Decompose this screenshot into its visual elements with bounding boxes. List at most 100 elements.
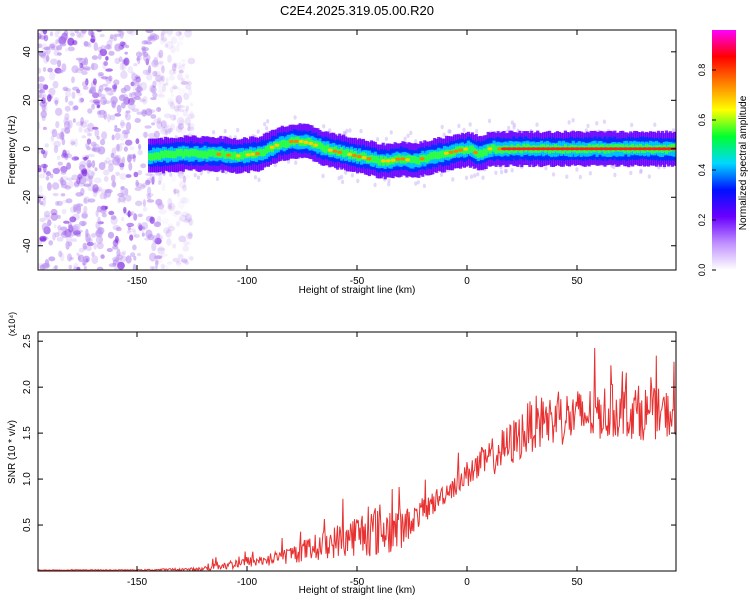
faint-cell bbox=[350, 173, 354, 178]
noise-cell bbox=[92, 78, 97, 85]
noise-cell bbox=[93, 242, 97, 250]
ridge-cell bbox=[241, 152, 245, 160]
noise-cell bbox=[38, 173, 46, 179]
ridge-cell bbox=[185, 149, 189, 157]
y-tick-label: 40 bbox=[22, 46, 33, 58]
noise-cell bbox=[60, 252, 65, 262]
faint-cell bbox=[653, 122, 657, 127]
ridge-cell bbox=[187, 150, 191, 158]
noise-cell bbox=[156, 215, 162, 225]
ridge-peak bbox=[583, 147, 591, 151]
faint-cell bbox=[464, 175, 469, 180]
ridge-peak bbox=[337, 150, 343, 154]
ridge-peak bbox=[510, 147, 518, 151]
noise-cell bbox=[95, 209, 99, 218]
faint-cell bbox=[293, 115, 297, 120]
noise-cell bbox=[43, 104, 48, 113]
noise-cell bbox=[117, 192, 125, 197]
ridge-peak bbox=[443, 151, 449, 155]
noise-cell bbox=[184, 261, 190, 265]
noise-cell bbox=[60, 165, 68, 173]
noise-cell bbox=[41, 222, 49, 232]
ridge-cell bbox=[262, 148, 266, 156]
noise-cell bbox=[38, 67, 42, 74]
snr-series-line bbox=[38, 347, 676, 571]
noise-cell bbox=[114, 265, 122, 270]
noise-cell bbox=[53, 140, 61, 148]
noise-cell bbox=[39, 264, 46, 270]
noise-cell bbox=[155, 74, 163, 82]
noise-cell bbox=[64, 153, 69, 161]
noise-cell bbox=[134, 118, 141, 123]
noise-cell bbox=[161, 65, 165, 74]
noise-cell bbox=[178, 105, 185, 109]
noise-cell bbox=[105, 189, 112, 198]
faint-cell bbox=[403, 136, 407, 141]
noise-cell bbox=[47, 219, 52, 227]
ridge-peak bbox=[597, 147, 605, 151]
noise-cell bbox=[184, 30, 193, 33]
noise-cell bbox=[39, 89, 44, 93]
noise-cell bbox=[137, 222, 142, 230]
noise-cell bbox=[98, 162, 106, 170]
noise-cell bbox=[125, 110, 131, 114]
noise-cell bbox=[91, 171, 96, 177]
noise-cell bbox=[124, 111, 129, 118]
noise-cell bbox=[47, 67, 53, 73]
noise-cell bbox=[181, 78, 185, 82]
faint-cell bbox=[639, 169, 643, 175]
faint-cell bbox=[575, 167, 579, 172]
faint-cell bbox=[473, 173, 477, 178]
ridge-peak bbox=[356, 154, 362, 159]
faint-cell bbox=[630, 122, 634, 128]
noise-cell bbox=[122, 129, 130, 135]
noise-cell bbox=[178, 235, 187, 243]
noise-cell bbox=[90, 38, 96, 43]
ridge-cell bbox=[411, 155, 415, 164]
ridge-peak bbox=[650, 147, 658, 151]
noise-cell bbox=[148, 132, 156, 139]
noise-cell bbox=[132, 84, 136, 93]
noise-cell bbox=[141, 40, 148, 45]
noise-cell bbox=[44, 210, 51, 218]
ridge-cell bbox=[441, 150, 445, 158]
faint-cell bbox=[544, 166, 548, 171]
noise-cell bbox=[91, 251, 95, 257]
noise-cell bbox=[144, 125, 152, 129]
noise-cell bbox=[134, 75, 141, 79]
noise-cell bbox=[152, 92, 158, 98]
ridge-peak bbox=[641, 147, 649, 151]
faint-cell bbox=[384, 136, 388, 142]
ridge-peak bbox=[216, 152, 222, 156]
noise-cell bbox=[175, 44, 180, 52]
faint-cell bbox=[337, 176, 341, 181]
ridge-cell bbox=[203, 150, 207, 158]
ridge-peak bbox=[385, 159, 391, 163]
noise-cell bbox=[133, 234, 140, 238]
ridge-cell bbox=[284, 140, 288, 148]
y-tick-label: -40 bbox=[22, 238, 33, 253]
noise-cell bbox=[100, 93, 106, 99]
noise-cell bbox=[110, 216, 118, 225]
noise-cell bbox=[81, 135, 87, 139]
noise-cell bbox=[69, 139, 76, 146]
noise-cell bbox=[156, 61, 164, 66]
faint-cell bbox=[263, 122, 267, 127]
ridge-peak bbox=[559, 147, 566, 151]
noise-cell bbox=[40, 163, 48, 169]
ridge-peak bbox=[621, 147, 629, 151]
noise-cell bbox=[78, 97, 84, 104]
noise-cell bbox=[65, 90, 72, 98]
noise-cell bbox=[116, 104, 122, 114]
faint-cell bbox=[507, 125, 511, 131]
noise-cell bbox=[91, 31, 96, 39]
noise-cell bbox=[180, 81, 189, 85]
noise-cell bbox=[129, 210, 135, 216]
noise-cell bbox=[48, 87, 56, 96]
noise-cell bbox=[142, 182, 147, 188]
noise-cell bbox=[95, 221, 101, 230]
noise-cell bbox=[113, 33, 121, 37]
ridge-cell bbox=[324, 146, 328, 154]
noise-cell bbox=[140, 163, 147, 169]
noise-cell bbox=[160, 32, 165, 40]
